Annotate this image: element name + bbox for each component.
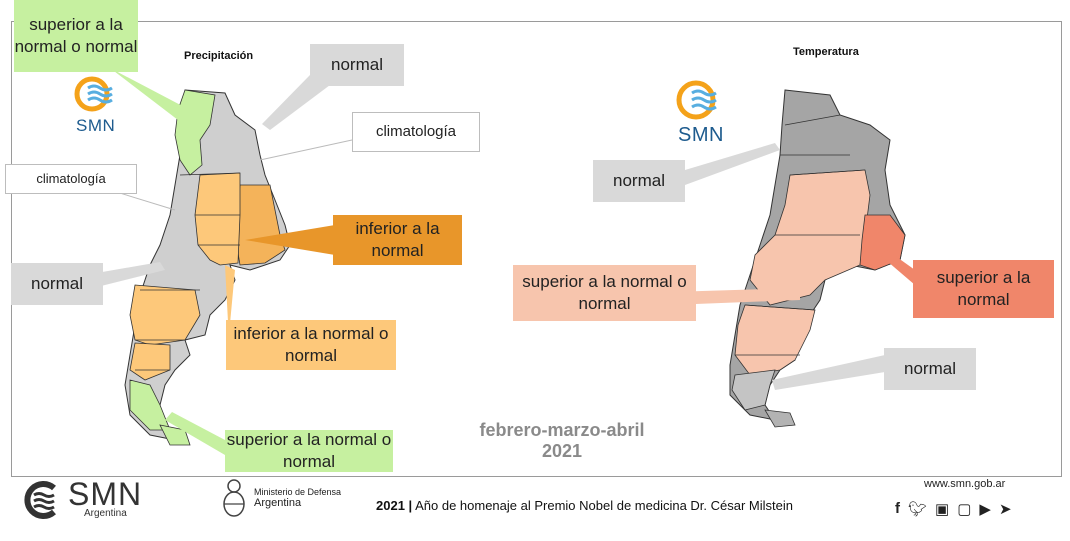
smn-sun-icon [74,76,113,112]
callout-superior-o-normal-south: superior a la normal o normal [225,430,393,472]
instagram-icon[interactable]: ▣ [935,501,950,518]
season-months: febrero-marzo-abril [479,420,645,440]
smn-main-logo-icon [24,481,56,519]
ministry-line2: Argentina [254,497,302,509]
temp-pink-south [734,304,816,376]
temperature-map [729,89,906,428]
smn-small-logo-left: SMN [72,76,132,136]
youtube-icon[interactable]: ▶ [979,501,991,518]
precipitation-title: Precipitación [184,50,254,62]
callout-temp-superior-o-normal: superior a la normal o normal [513,265,696,321]
callout-inferior-normal: inferior a la normal [333,215,462,265]
twitter-icon[interactable]: 🐦︎ [908,501,928,518]
smn-small-label-left: SMN [76,116,116,135]
temp-gray-south [731,369,776,411]
callout-inferior-o-normal: inferior a la normal o normal [226,320,396,370]
footer-year: 2021 [376,498,405,513]
footer-homage-text: Año de homenaje al Premio Nobel de medic… [415,498,794,513]
callout-temp-superior-normal: superior a la normal [913,260,1054,318]
callout-climatologia-north: climatología [352,112,480,152]
tv-icon[interactable]: ▢ [957,501,972,518]
website-url[interactable]: www.smn.gob.ar [924,478,1006,490]
season-year: 2021 [541,441,583,461]
smn-small-label-right: SMN [678,124,724,146]
temp-tierra-del-fuego [764,409,796,428]
ministry-line1: Ministerio de Defensa [254,487,342,497]
precip-orange-south2 [129,342,171,381]
precip-orange-south [129,284,201,346]
coat-of-arms-icon [223,479,245,517]
footer-homage: 2021 | Año de homenaje al Premio Nobel d… [376,498,793,513]
temperature-title: Temperatura [793,46,859,58]
temp-province-borders [735,114,866,356]
callout-normal-west: normal [11,263,103,305]
callout-temp-normal-north: normal [593,160,685,202]
season-label: febrero-marzo-abril 2021 [462,420,662,462]
social-icons: f 🐦︎ ▣ ▢ ▶ ➤ [895,500,1012,518]
facebook-icon[interactable]: f [895,500,900,517]
smn-main-sub: Argentina [84,508,127,519]
callout-normal-north: normal [310,44,404,86]
precip-province-borders [135,172,241,371]
smn-main-logo: SMN Argentina [20,476,160,522]
smn-sun-icon-right [676,80,717,120]
footer-separator: | [408,498,413,513]
callout-superior-o-normal-north: superior a la normal o normal [14,0,138,72]
precip-orange-center [194,172,241,266]
callout-temp-normal-south: normal [884,348,976,390]
telegram-icon[interactable]: ➤ [998,501,1012,518]
callout-climatologia-west: climatología [5,164,137,194]
smn-main-label: SMN [68,476,143,512]
smn-small-logo-right: SMN [674,80,734,150]
ministry-label: Ministerio de Defensa Argentina [254,487,341,509]
